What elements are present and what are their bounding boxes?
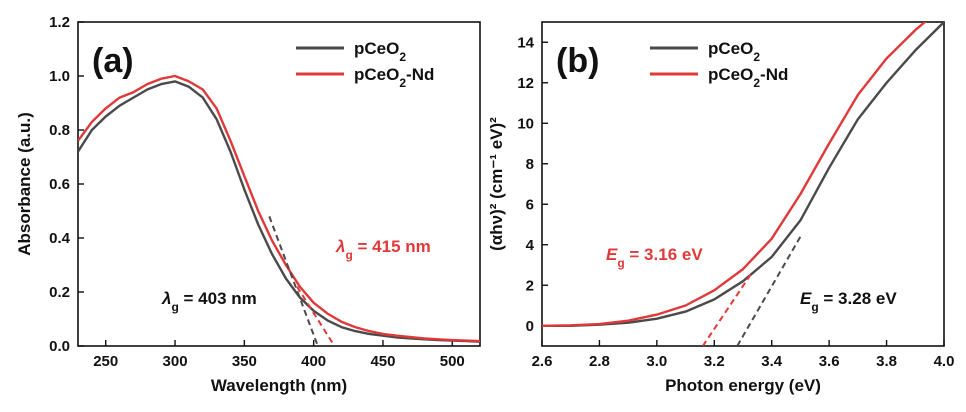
panel-b: 2.6 2.8 3.0 3.2 3.4 3.6 3.8 4.0 0 2 4 6 8 10 12 14 Photo… xyxy=(487,21,955,395)
legend-label: pCeO2-Nd xyxy=(708,65,788,90)
x-tick-label: 3.2 xyxy=(704,353,725,370)
tangent-line xyxy=(736,236,802,346)
y-tick-label: 0.4 xyxy=(49,230,71,247)
y-axis-label: (αhν)² (cm⁻¹ eV)² xyxy=(487,117,506,251)
legend-label: pCeO2-Nd xyxy=(354,65,434,90)
panel-label: (a) xyxy=(92,42,134,80)
y-tick-label: 1.2 xyxy=(49,14,70,31)
tangent-line xyxy=(296,286,336,346)
plot-frame-b xyxy=(541,21,945,347)
bandgap-annotation: Eg = 3.28 eV xyxy=(800,289,897,314)
x-axis-label: Wavelength (nm) xyxy=(211,376,347,395)
y-tick-label: 0.0 xyxy=(49,338,70,355)
y-tick-label: 4 xyxy=(526,237,535,254)
legend-label: pCeO2 xyxy=(354,39,406,64)
panel-label: (b) xyxy=(556,42,599,80)
x-tick-label: 3.8 xyxy=(876,353,897,370)
y-tick-label: 0.2 xyxy=(49,284,70,301)
y-axis-label: Absorbance (a.u.) xyxy=(15,112,34,256)
x-tick-label: 3.4 xyxy=(761,353,783,370)
x-tick-label: 250 xyxy=(93,353,118,370)
x-tick-label: 4.0 xyxy=(934,353,955,370)
y-tick-label: 0.6 xyxy=(49,176,70,193)
x-tick-label: 350 xyxy=(232,353,257,370)
y-tick-label: 8 xyxy=(526,156,534,173)
x-tick-label: 500 xyxy=(440,353,465,370)
panel-a: 250 300 350 400 450 500 0.0 0.2 0.4 0.6 0.8 1.0 1.2 W… xyxy=(15,14,481,395)
y-tick-label: 14 xyxy=(517,34,534,51)
x-tick-label: 300 xyxy=(163,353,188,370)
y-tick-label: 12 xyxy=(517,75,534,92)
series-line-pceo2-nd xyxy=(78,74,480,343)
x-tick-label: 450 xyxy=(370,353,395,370)
legend-label: pCeO2 xyxy=(708,39,760,64)
x-axis-label: Photon energy (eV) xyxy=(665,376,821,395)
y-tick-label: 10 xyxy=(517,115,534,132)
x-tick-label: 400 xyxy=(301,353,326,370)
bandgap-annotation: Eg = 3.16 eV xyxy=(606,245,703,270)
y-tick-label: 2 xyxy=(526,277,534,294)
x-tick-label: 2.6 xyxy=(532,353,553,370)
y-tick-label: 1.0 xyxy=(49,68,70,85)
tangent-line xyxy=(268,216,319,346)
y-tick-label: 0.8 xyxy=(49,122,70,139)
y-tick-label: 6 xyxy=(526,196,534,213)
x-tick-label: 3.0 xyxy=(646,353,667,370)
x-tick-label: 3.6 xyxy=(819,353,840,370)
bandgap-annotation: λg = 403 nm xyxy=(161,289,257,314)
x-tick-label: 2.8 xyxy=(589,353,610,370)
bandgap-annotation: λg = 415 nm xyxy=(335,237,431,262)
tangent-line xyxy=(701,272,753,346)
y-tick-label: 0 xyxy=(526,318,534,335)
series-line-pceo2 xyxy=(78,80,480,343)
series-line-pceo2-nd xyxy=(542,22,927,327)
